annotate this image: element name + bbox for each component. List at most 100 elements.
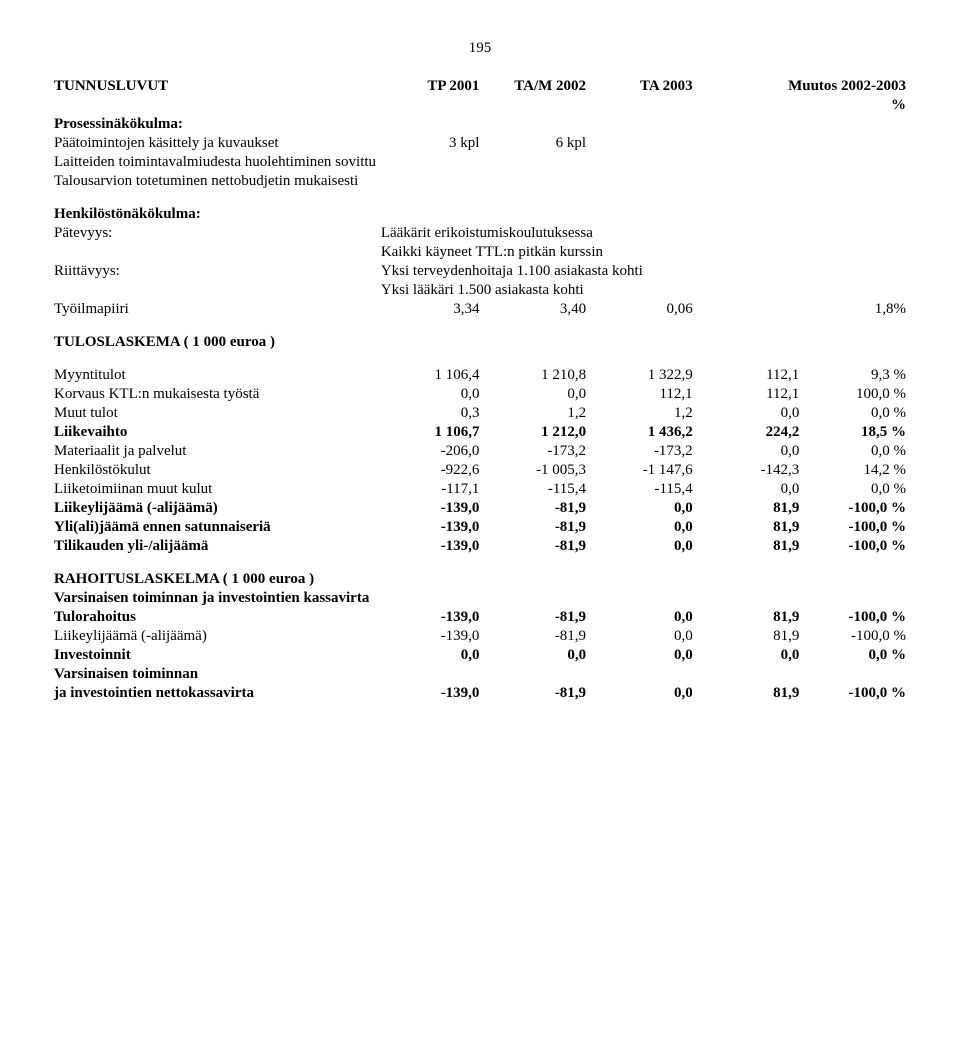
rahoitus-sub2b-v3: 81,9 xyxy=(697,684,804,703)
prosessi-row-1: Päätoimintojen käsittely ja kuvaukset 3 … xyxy=(50,134,910,153)
tulos-8-v4: -100,0 % xyxy=(803,518,910,537)
prosessi-row1-v1: 3 kpl xyxy=(377,134,484,153)
tulos-8-row: Yli(ali)jäämä ennen satunnaiseriä-139,0 -… xyxy=(50,518,910,537)
rahoitus-0-label: Tulorahoitus xyxy=(50,608,377,627)
rahoitus-1-v4: -100,0 % xyxy=(803,627,910,646)
tulos-7-v2: 0,0 xyxy=(590,499,697,518)
tulos-5-v4: 14,2 % xyxy=(803,461,910,480)
rahoitus-2-label: Investoinnit xyxy=(50,646,377,665)
tulos-2-row: Muut tulot0,31,21,20,00,0 % xyxy=(50,404,910,423)
header-row: TUNNUSLUVUT TP 2001 TA/M 2002 TA 2003 Mu… xyxy=(50,77,910,96)
prosessi-row1-v2: 6 kpl xyxy=(483,134,590,153)
tulos-5-v3: -142,3 xyxy=(697,461,804,480)
rahoitus-sub2b-label: ja investointien nettokassavirta xyxy=(50,684,377,703)
tulos-6-v2: -115,4 xyxy=(590,480,697,499)
tulos-5-v0: -922,6 xyxy=(377,461,484,480)
prosessi-row-2: Laitteiden toimintavalmiudesta huolehtim… xyxy=(50,153,910,172)
tulos-5-v1: -1 005,3 xyxy=(483,461,590,480)
riittavyys-row-2: Yksi lääkäri 1.500 asiakasta kohti xyxy=(50,281,910,300)
rahoitus-1-v1: -81,9 xyxy=(483,627,590,646)
tulos-9-v0: -139,0 xyxy=(377,537,484,556)
tulos-5-v2: -1 147,6 xyxy=(590,461,697,480)
tulos-0-v1: 1 210,8 xyxy=(483,366,590,385)
tulos-6-label: Liiketoimiinan muut kulut xyxy=(50,480,377,499)
tulos-3-v4: 18,5 % xyxy=(803,423,910,442)
tulos-8-v3: 81,9 xyxy=(697,518,804,537)
rahoitus-0-v2: 0,0 xyxy=(590,608,697,627)
tyoilmapiiri-v1: 3,34 xyxy=(377,300,484,319)
page-number: 195 xyxy=(50,40,910,57)
rahoitus-sub2b-row: ja investointien nettokassavirta -139,0 … xyxy=(50,684,910,703)
rahoitus-2-v0: 0,0 xyxy=(377,646,484,665)
rahoitus-1-v3: 81,9 xyxy=(697,627,804,646)
tulos-5-label: Henkilöstökulut xyxy=(50,461,377,480)
tulos-9-v1: -81,9 xyxy=(483,537,590,556)
tulos-7-label: Liikeylijäämä (-alijäämä) xyxy=(50,499,377,518)
tulos-4-label: Materiaalit ja palvelut xyxy=(50,442,377,461)
tulos-8-label: Yli(ali)jäämä ennen satunnaiseriä xyxy=(50,518,377,537)
tulos-2-v4: 0,0 % xyxy=(803,404,910,423)
prosessi-row1-label: Päätoimintojen käsittely ja kuvaukset xyxy=(50,134,377,153)
tulos-0-v0: 1 106,4 xyxy=(377,366,484,385)
tulos-0-v2: 1 322,9 xyxy=(590,366,697,385)
riittavyys-v2: Yksi lääkäri 1.500 asiakasta kohti xyxy=(377,281,910,300)
tulos-3-v0: 1 106,7 xyxy=(377,423,484,442)
tulos-1-label: Korvaus KTL:n mukaisesta työstä xyxy=(50,385,377,404)
tulos-1-v3: 112,1 xyxy=(697,385,804,404)
rahoitus-1-v0: -139,0 xyxy=(377,627,484,646)
rahoitus-0-v0: -139,0 xyxy=(377,608,484,627)
header-title: TUNNUSLUVUT xyxy=(50,77,377,96)
rahoitus-2-row: Investoinnit0,00,00,00,00,0 % xyxy=(50,646,910,665)
tulos-9-row: Tilikauden yli-/alijäämä-139,0-81,90,081… xyxy=(50,537,910,556)
tyoilmapiiri-label: Työilmapiiri xyxy=(50,300,377,319)
tulos-1-v0: 0,0 xyxy=(377,385,484,404)
tulos-9-v3: 81,9 xyxy=(697,537,804,556)
prosessi-row-3: Talousarvion totetuminen nettobudjetin m… xyxy=(50,172,910,191)
tulos-0-label: Myyntitulot xyxy=(50,366,377,385)
tyoilmapiiri-v4: 1,8% xyxy=(697,300,910,319)
tulos-7-v3: 81,9 xyxy=(697,499,804,518)
tulos-2-v1: 1,2 xyxy=(483,404,590,423)
tulos-8-v0: -139,0 xyxy=(377,518,484,537)
rahoitus-0-v1: -81,9 xyxy=(483,608,590,627)
tulos-7-v0: -139,0 xyxy=(377,499,484,518)
rahoitus-2-v4: 0,0 % xyxy=(803,646,910,665)
rahoitus-sub2a: Varsinaisen toiminnan xyxy=(50,665,910,684)
rahoitus-1-v2: 0,0 xyxy=(590,627,697,646)
tulos-2-v2: 1,2 xyxy=(590,404,697,423)
tulos-4-v3: 0,0 xyxy=(697,442,804,461)
riittavyys-v1: Yksi terveydenhoitaja 1.100 asiakasta ko… xyxy=(377,262,910,281)
rahoitus-1-label: Liikeylijäämä (-alijäämä) xyxy=(50,627,377,646)
tulos-2-v3: 0,0 xyxy=(697,404,804,423)
tulos-2-v0: 0,3 xyxy=(377,404,484,423)
tulos-4-v4: 0,0 % xyxy=(803,442,910,461)
tulos-7-v4: -100,0 % xyxy=(803,499,910,518)
tulos-5-row: Henkilöstökulut-922,6-1 005,3-1 147,6-14… xyxy=(50,461,910,480)
rahoitus-sub2b-v2: 0,0 xyxy=(590,684,697,703)
tulos-3-v1: 1 212,0 xyxy=(483,423,590,442)
patevyys-row-1: Pätevyys: Lääkärit erikoistumiskoulutuks… xyxy=(50,224,910,243)
tulos-4-row: Materiaalit ja palvelut-206,0-173,2-173,… xyxy=(50,442,910,461)
tulos-2-label: Muut tulot xyxy=(50,404,377,423)
rahoitus-heading: RAHOITUSLASKELMA ( 1 000 euroa ) xyxy=(50,570,910,589)
tulos-1-row: Korvaus KTL:n mukaisesta työstä0,00,0112… xyxy=(50,385,910,404)
tulos-1-v2: 112,1 xyxy=(590,385,697,404)
patevyys-row-2: Kaikki käyneet TTL:n pitkän kurssin xyxy=(50,243,910,262)
tyoilmapiiri-row: Työilmapiiri 3,34 3,40 0,06 1,8% xyxy=(50,300,910,319)
tulos-0-row: Myyntitulot1 106,41 210,81 322,9112,19,3… xyxy=(50,366,910,385)
tulos-6-v4: 0,0 % xyxy=(803,480,910,499)
tulos-4-v1: -173,2 xyxy=(483,442,590,461)
rahoitus-0-v3: 81,9 xyxy=(697,608,804,627)
tulos-9-v2: 0,0 xyxy=(590,537,697,556)
rahoitus-sub1: Varsinaisen toiminnan ja investointien k… xyxy=(50,589,910,608)
rahoitus-sub2b-v4: -100,0 % xyxy=(803,684,910,703)
header-row-2: % xyxy=(50,96,910,115)
henkilosto-heading: Henkilöstönäkökulma: xyxy=(50,205,910,224)
tulos-9-label: Tilikauden yli-/alijäämä xyxy=(50,537,377,556)
tulos-7-row: Liikeylijäämä (-alijäämä)-139,0-81,90,08… xyxy=(50,499,910,518)
header-col-2: TA 2003 xyxy=(590,77,697,96)
main-table: TUNNUSLUVUT TP 2001 TA/M 2002 TA 2003 Mu… xyxy=(50,77,910,703)
tulos-3-v2: 1 436,2 xyxy=(590,423,697,442)
rahoitus-sub2b-v1: -81,9 xyxy=(483,684,590,703)
patevyys-v1: Lääkärit erikoistumiskoulutuksessa xyxy=(377,224,910,243)
